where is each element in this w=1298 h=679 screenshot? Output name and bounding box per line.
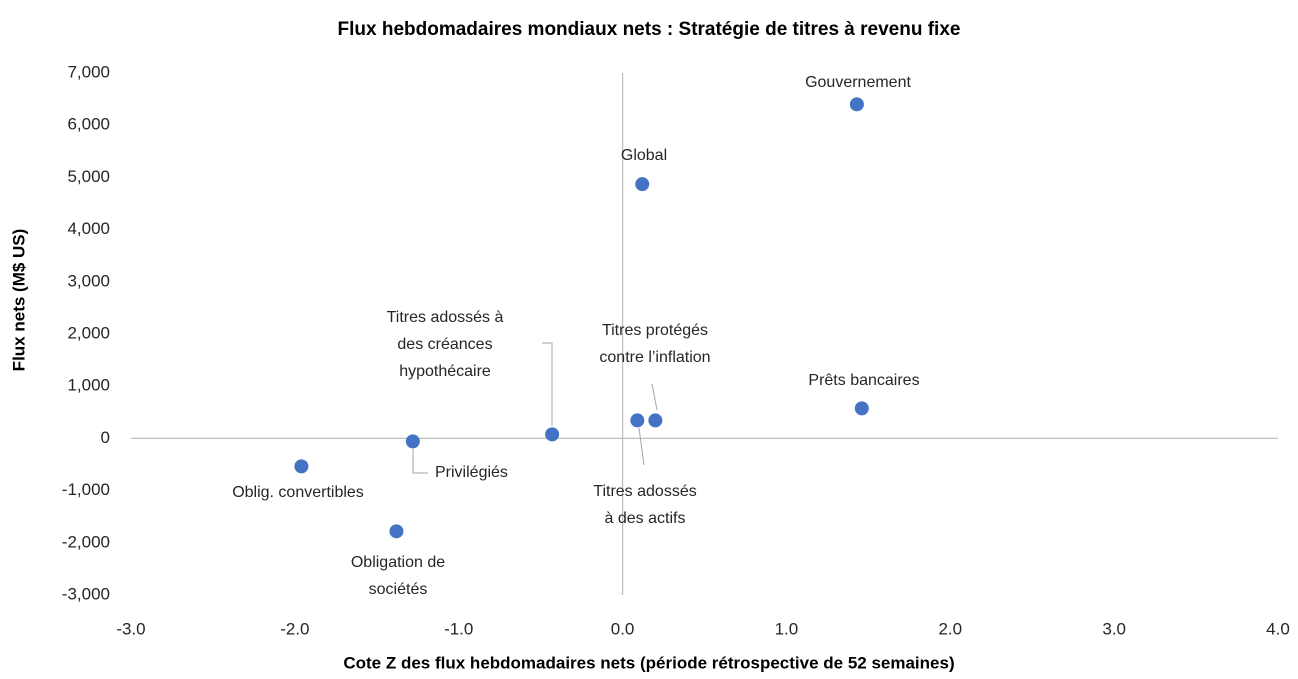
y-tick-label: 5,000 (67, 167, 110, 186)
point (405, 434, 420, 449)
x-tick-label: 2.0 (938, 619, 962, 638)
leader-line (651, 383, 658, 411)
leader-line (638, 427, 645, 466)
y-tick-label: -3,000 (62, 584, 110, 603)
point (648, 413, 663, 428)
point (854, 401, 869, 416)
point (545, 427, 560, 442)
x-axis-title: Cote Z des flux hebdomadaires nets (péri… (343, 653, 954, 672)
data-label: Titres adossés (593, 483, 696, 500)
data-label: Prêts bancaires (808, 372, 919, 389)
data-label: sociétés (369, 581, 428, 598)
point (294, 459, 309, 474)
y-tick-label: 4,000 (67, 219, 110, 238)
y-axis-title: Flux nets (M$ US) (9, 229, 28, 372)
point (849, 97, 864, 112)
leader-line (412, 448, 428, 474)
data-label: Global (621, 147, 667, 164)
leader-line (542, 342, 553, 426)
y-tick-label: -1,000 (62, 480, 110, 499)
x-tick-label: 3.0 (1102, 619, 1126, 638)
data-label: à des actifs (605, 510, 686, 527)
data-label: contre l’inflation (599, 349, 710, 366)
x-tick-label: 1.0 (775, 619, 799, 638)
y-tick-label: 6,000 (67, 115, 110, 134)
y-tick-label: 0 (101, 428, 110, 447)
x-tick-label: 0.0 (611, 619, 635, 638)
chart-title: Flux hebdomadaires mondiaux nets : Strat… (338, 19, 961, 40)
data-label: Oblig. convertibles (232, 484, 364, 501)
y-tick-label: 1,000 (67, 376, 110, 395)
point (389, 524, 404, 539)
y-tick-label: 2,000 (67, 323, 110, 342)
y-tick-label: 7,000 (67, 62, 110, 81)
data-label: hypothécaire (399, 363, 491, 380)
y-tick-label: 3,000 (67, 271, 110, 290)
data-label: des créances (397, 336, 492, 353)
point (630, 413, 645, 428)
x-tick-label: -1.0 (444, 619, 473, 638)
data-label: Gouvernement (805, 74, 911, 91)
data-label: Titres adossés à (387, 309, 504, 326)
x-tick-label: -3.0 (116, 619, 145, 638)
data-label: Privilégiés (435, 464, 508, 481)
x-tick-label: 4.0 (1266, 619, 1290, 638)
data-label: Obligation de (351, 554, 445, 571)
point (635, 177, 650, 192)
data-label: Titres protégés (602, 322, 708, 339)
y-tick-label: -2,000 (62, 532, 110, 551)
x-tick-label: -2.0 (280, 619, 309, 638)
